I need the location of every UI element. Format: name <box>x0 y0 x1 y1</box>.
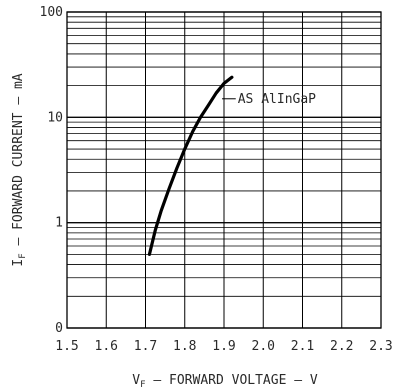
y-axis-label-main: I <box>11 259 26 267</box>
x-tick-label: 1.8 <box>173 339 196 354</box>
y-tick-label: 1 <box>55 216 63 231</box>
y-tick-labels: 0 1 10 100 <box>40 5 63 336</box>
x-axis-label-rest: – FORWARD VOLTAGE – V <box>146 373 318 388</box>
series-line-as-alingap <box>147 75 234 256</box>
x-axis-label: VF – FORWARD VOLTAGE – V <box>132 373 318 390</box>
y-axis-label: IF – FORWARD CURRENT – mA <box>11 73 28 266</box>
x-tick-label: 1.7 <box>134 339 157 354</box>
y-tick-label: 0 <box>55 321 63 336</box>
x-tick-label: 2.2 <box>330 339 353 354</box>
x-axis-label-sub: F <box>140 380 145 390</box>
x-tick-label: 2.3 <box>369 339 392 354</box>
y-tick-label: 100 <box>40 5 63 20</box>
x-tick-label: 1.5 <box>55 339 78 354</box>
x-tick-label: 2.1 <box>291 339 314 354</box>
y-tick-label: 10 <box>47 110 63 125</box>
y-axis-label-rest: – FORWARD CURRENT – mA <box>11 73 26 253</box>
x-tick-labels: 1.5 1.6 1.7 1.8 1.9 2.0 2.1 2.2 2.3 <box>55 339 392 354</box>
x-tick-label: 2.0 <box>252 339 275 354</box>
x-axis-label-main: V <box>132 373 140 388</box>
plot-frame <box>66 11 382 329</box>
x-tick-label: 1.6 <box>95 339 118 354</box>
series-annotation: AS AlInGaP <box>238 92 316 107</box>
x-tick-label: 1.9 <box>212 339 235 354</box>
y-axis-label-sub: F <box>18 253 28 258</box>
grid <box>66 11 382 329</box>
